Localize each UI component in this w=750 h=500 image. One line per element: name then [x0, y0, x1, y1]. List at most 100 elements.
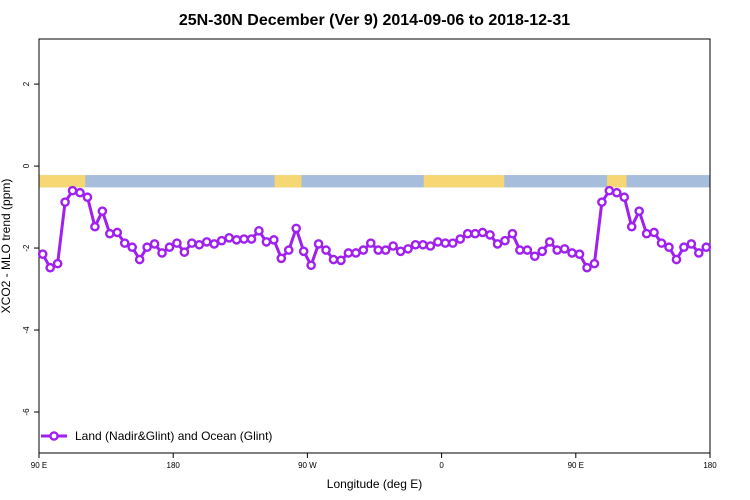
- data-point: [612, 187, 622, 198]
- data-point: [559, 244, 570, 254]
- data-point: [82, 192, 93, 203]
- data-point: [52, 258, 63, 269]
- data-point: [418, 239, 428, 250]
- data-point: [67, 185, 78, 196]
- data-point: [254, 226, 264, 236]
- data-point: [127, 242, 137, 253]
- data-point: [313, 239, 324, 249]
- data-point: [321, 245, 331, 255]
- data-point: [529, 251, 540, 262]
- legend: Land (Nadir&Glint) and Ocean (Glint): [41, 429, 272, 443]
- data-point: [440, 238, 451, 248]
- data-point: [97, 206, 108, 216]
- data-point: [403, 244, 413, 254]
- data-point: [522, 245, 533, 255]
- data-point: [649, 227, 659, 238]
- data-point: [298, 246, 309, 257]
- y-axis: 2 0 -2 -4 -6: [22, 81, 39, 416]
- data-point: [105, 228, 115, 239]
- data-point: [671, 254, 682, 265]
- data-point: [694, 248, 704, 258]
- data-point: [477, 227, 488, 238]
- data-point: [701, 242, 712, 253]
- data-point: [552, 245, 562, 255]
- land-segment: [39, 175, 86, 188]
- data-point: [470, 228, 480, 239]
- data-point: [231, 235, 242, 245]
- data-point: [574, 249, 585, 259]
- data-point: [149, 239, 160, 249]
- x-tick-label: 90 E: [31, 461, 47, 470]
- data-point: [619, 192, 630, 203]
- data-point: [582, 262, 592, 273]
- data-point: [589, 258, 600, 269]
- chart-title: 25N-30N December (Ver 9) 2014-09-06 to 2…: [179, 12, 570, 29]
- data-point: [485, 230, 495, 240]
- data-point: [239, 234, 249, 244]
- data-point: [164, 242, 175, 253]
- data-point: [112, 227, 123, 238]
- y-axis-label: XCO2 - MLO trend (ppm): [0, 179, 13, 314]
- data-point: [462, 228, 473, 239]
- x-axis: 90 E 180 90 W 0 90 E 180: [31, 453, 717, 470]
- data-point: [246, 234, 257, 244]
- x-tick-label: 90 E: [568, 461, 584, 470]
- data-point: [216, 235, 227, 246]
- data-point: [626, 221, 637, 232]
- data-point: [604, 185, 615, 196]
- land-segment: [423, 175, 505, 188]
- series-layer: [37, 185, 712, 273]
- data-point: [60, 197, 70, 207]
- data-point: [597, 197, 607, 207]
- data-point: [157, 248, 167, 258]
- data-point: [395, 246, 406, 257]
- legend-marker-swatch: [49, 431, 59, 441]
- data-point: [224, 233, 234, 243]
- data-point: [283, 245, 294, 255]
- series: [37, 185, 712, 273]
- data-point: [447, 238, 458, 248]
- data-point: [515, 245, 525, 255]
- data-point: [686, 239, 697, 249]
- land-segment: [274, 175, 302, 188]
- data-point: [45, 262, 55, 273]
- data-point: [343, 248, 354, 258]
- data-point: [433, 237, 443, 247]
- data-point: [187, 238, 197, 248]
- data-point: [358, 245, 369, 255]
- x-tick-label: 90 W: [298, 461, 317, 470]
- data-point: [75, 187, 85, 198]
- data-point: [507, 228, 518, 239]
- data-point: [37, 249, 48, 259]
- data-point: [544, 237, 555, 247]
- data-point: [90, 221, 100, 232]
- data-point: [425, 241, 436, 251]
- data-point: [172, 238, 182, 248]
- ocean-strip: [39, 175, 710, 188]
- y-tick-label: -2: [22, 244, 31, 252]
- data-point: [567, 248, 577, 258]
- data-point: [142, 242, 152, 253]
- data-point: [336, 255, 346, 266]
- data-point: [410, 239, 421, 250]
- data-point: [351, 248, 361, 258]
- data-point: [269, 235, 279, 245]
- y-tick-label: -4: [22, 326, 31, 334]
- data-point: [634, 206, 644, 216]
- data-point: [328, 254, 339, 265]
- data-point: [209, 239, 220, 249]
- data-point: [641, 228, 652, 239]
- land-ocean-mask: [39, 175, 710, 188]
- y-tick-label: 2: [22, 81, 31, 86]
- data-point: [201, 237, 212, 247]
- data-point: [656, 238, 667, 248]
- data-point: [388, 241, 398, 251]
- data-point: [500, 235, 510, 246]
- data-point: [291, 223, 302, 234]
- data-point: [492, 239, 503, 249]
- y-tick-label: -6: [22, 408, 31, 416]
- data-point: [537, 246, 548, 257]
- data-point: [380, 245, 391, 255]
- x-axis-label: Longitude (deg E): [327, 477, 422, 491]
